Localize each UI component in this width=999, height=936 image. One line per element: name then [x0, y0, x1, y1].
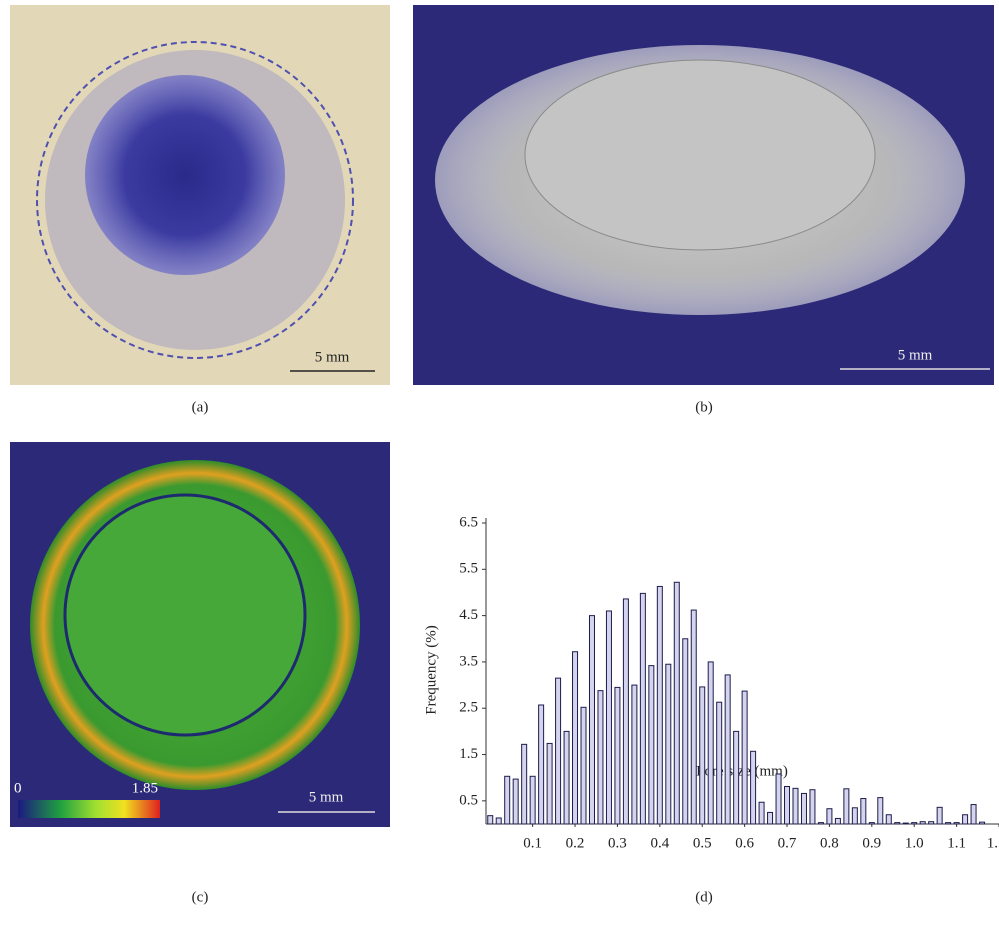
- bar: [800, 792, 807, 825]
- x-tick-label: 1.1: [947, 835, 966, 851]
- bar: [699, 686, 706, 825]
- bar: [707, 661, 714, 825]
- y-tick-label: 3.5: [459, 653, 478, 669]
- bar: [572, 651, 579, 825]
- y-tick-label: 6.5: [459, 514, 478, 530]
- scaffold-core: [524, 59, 876, 251]
- scale-bar-label: 5 mm: [898, 347, 933, 363]
- x-tick-label: 0.9: [862, 835, 881, 851]
- bar: [834, 817, 841, 825]
- x-tick-label: 0.5: [693, 835, 712, 851]
- x-tick-label: 0.8: [820, 835, 839, 851]
- panel-label: (c): [192, 889, 209, 905]
- bar: [809, 789, 816, 825]
- bar: [512, 778, 519, 825]
- bar: [648, 665, 655, 825]
- bar: [750, 750, 757, 825]
- bar: [885, 814, 892, 825]
- bar: [979, 821, 986, 825]
- bar: [563, 730, 570, 825]
- panel-label: (d): [695, 889, 713, 905]
- x-tick-label: 0.6: [735, 835, 754, 851]
- panel-label: (a): [192, 399, 209, 415]
- bar: [631, 684, 638, 825]
- bar: [605, 610, 612, 825]
- bar: [826, 808, 833, 825]
- bar: [851, 807, 858, 825]
- mesh-core: [85, 75, 285, 275]
- bar: [622, 598, 629, 825]
- bar: [902, 822, 909, 825]
- bar: [733, 730, 740, 825]
- bar: [495, 817, 502, 825]
- bar: [504, 775, 511, 825]
- y-tick-label: 2.5: [459, 700, 478, 716]
- scale-bar-label: 5 mm: [315, 349, 350, 365]
- bar: [614, 686, 621, 825]
- bar: [555, 677, 562, 825]
- y-tick-label: 0.5: [459, 792, 478, 808]
- x-tick-label: 1.: [987, 835, 998, 851]
- bar: [758, 801, 765, 825]
- x-tick-label: 0.2: [566, 835, 585, 851]
- colorbar: [18, 800, 160, 818]
- panel-label: (b): [695, 399, 713, 415]
- bar: [928, 821, 935, 825]
- colorbar-max: 1.85: [132, 780, 158, 796]
- scale-bar-label: 5 mm: [309, 789, 344, 805]
- bar: [970, 804, 977, 825]
- bar: [868, 822, 875, 825]
- bar: [724, 674, 731, 825]
- y-axis-title: Frequency (%): [423, 625, 439, 715]
- bar: [580, 706, 587, 825]
- bar: [682, 638, 689, 825]
- bar: [521, 743, 528, 825]
- x-tick-label: 0.7: [778, 835, 797, 851]
- bar: [911, 822, 918, 825]
- bar: [919, 821, 926, 825]
- bar: [538, 704, 545, 825]
- bar: [529, 775, 536, 825]
- y-tick-label: 1.5: [459, 746, 478, 762]
- mesh-ring: [36, 41, 354, 359]
- bar: [656, 585, 663, 825]
- bar: [597, 690, 604, 825]
- bar: [690, 609, 697, 825]
- bar: [487, 815, 494, 825]
- x-tick-label: 0.3: [608, 835, 627, 851]
- bar: [894, 822, 901, 825]
- bar: [639, 592, 646, 825]
- bar: [673, 581, 680, 825]
- bar: [817, 822, 824, 825]
- bar: [792, 787, 799, 825]
- bar: [588, 615, 595, 825]
- bar: [860, 798, 867, 825]
- colorbar-min: 0: [14, 780, 22, 796]
- x-tick-label: 0.4: [650, 835, 669, 851]
- bar: [936, 806, 943, 825]
- pore-map-core: [63, 493, 307, 737]
- bar: [843, 788, 850, 825]
- bar: [716, 701, 723, 825]
- bar: [784, 785, 791, 825]
- y-tick-label: 4.5: [459, 607, 478, 623]
- bar: [775, 773, 782, 825]
- y-tick-label: 5.5: [459, 561, 478, 577]
- bar: [877, 797, 884, 825]
- x-tick-label: 1.0: [905, 835, 924, 851]
- bar: [953, 822, 960, 825]
- bar: [665, 663, 672, 825]
- bar: [945, 822, 952, 825]
- bar: [546, 742, 553, 825]
- bar: [741, 690, 748, 825]
- bar: [767, 811, 774, 825]
- bar: [962, 814, 969, 825]
- x-tick-label: 0.1: [523, 835, 542, 851]
